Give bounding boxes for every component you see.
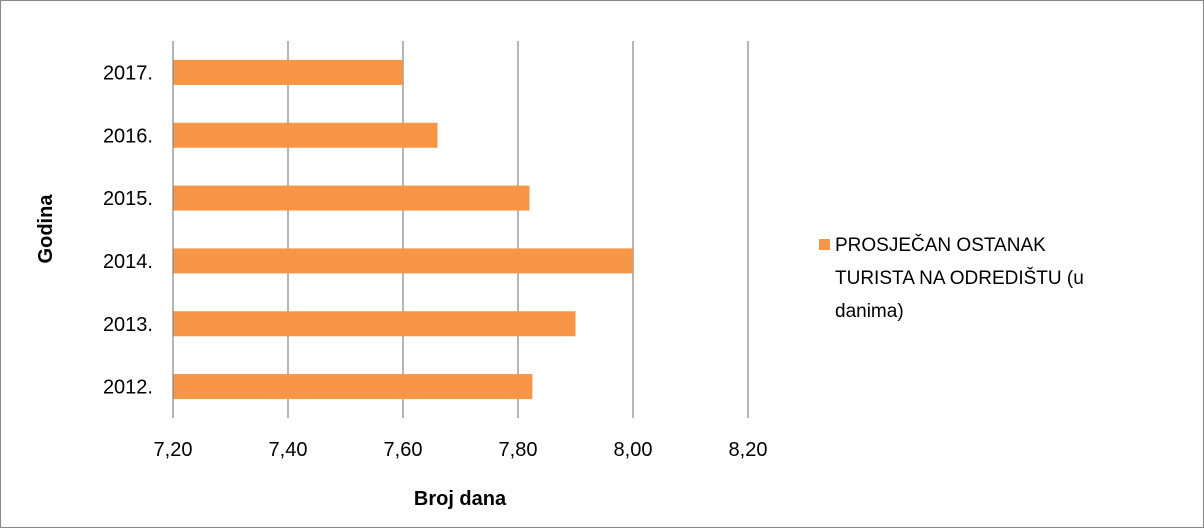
bar-2013: [173, 311, 576, 337]
bar-2015: [173, 185, 530, 211]
legend-line-2: TURISTA NA ODREDIŠTU (u: [835, 267, 1084, 289]
x-tick-label: 8,00: [614, 439, 653, 461]
x-tick-label: 7,20: [154, 439, 193, 461]
legend-line-3: danima): [835, 301, 904, 322]
x-tick-label: 8,20: [729, 439, 768, 461]
legend-line-1: PROSJEČAN OSTANAK: [835, 234, 1046, 256]
y-tick-label: 2017.: [103, 62, 153, 84]
bars: [173, 59, 633, 400]
y-axis-title: Godina: [35, 194, 57, 264]
x-tick-label: 7,40: [269, 439, 308, 461]
bar-2016: [173, 122, 438, 148]
x-tick-labels: 7,20 7,40 7,60 7,80 8,00 8,20: [154, 439, 768, 461]
x-tick-label: 7,80: [499, 439, 538, 461]
y-tick-labels: 2012. 2013. 2014. 2015. 2016. 2017.: [103, 62, 153, 398]
gridlines: [287, 41, 749, 418]
y-tick-label: 2014.: [103, 251, 153, 273]
x-axis-title: Broj dana: [414, 488, 507, 510]
bar-2017: [173, 59, 403, 85]
x-tick-label: 7,60: [384, 439, 423, 461]
bar-2014: [173, 248, 633, 274]
y-tick-label: 2015.: [103, 188, 153, 210]
y-tick-label: 2016.: [103, 125, 153, 147]
legend: PROSJEČAN OSTANAK TURISTA NA ODREDIŠTU (…: [819, 234, 1084, 322]
legend-swatch: [819, 239, 830, 250]
y-tick-label: 2013.: [103, 314, 153, 336]
bar-2012: [173, 374, 533, 400]
y-tick-label: 2012.: [103, 377, 153, 399]
